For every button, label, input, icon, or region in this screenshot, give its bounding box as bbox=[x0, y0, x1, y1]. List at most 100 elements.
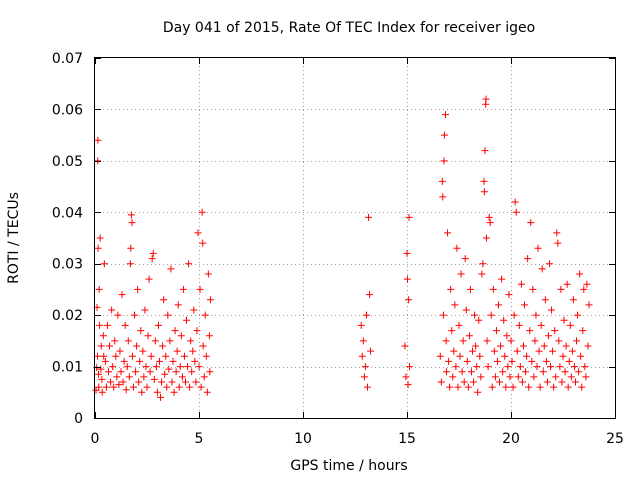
data-point bbox=[452, 363, 460, 371]
data-point bbox=[576, 270, 584, 278]
data-point bbox=[585, 301, 593, 309]
data-point bbox=[439, 193, 447, 201]
data-point bbox=[146, 368, 154, 376]
data-point bbox=[109, 363, 117, 371]
data-point bbox=[506, 373, 514, 381]
data-point bbox=[486, 219, 494, 227]
data-point bbox=[139, 347, 147, 355]
data-point bbox=[113, 373, 121, 381]
data-point bbox=[573, 337, 581, 345]
data-point bbox=[480, 188, 488, 196]
data-point bbox=[552, 373, 560, 381]
data-point bbox=[187, 337, 195, 345]
data-point bbox=[462, 306, 470, 314]
data-point bbox=[361, 363, 369, 371]
data-point bbox=[115, 381, 123, 389]
data-point bbox=[510, 311, 518, 319]
data-point bbox=[108, 306, 116, 314]
data-point bbox=[454, 383, 462, 391]
data-point bbox=[461, 255, 469, 263]
data-point bbox=[95, 285, 103, 293]
data-point bbox=[489, 285, 497, 293]
data-point bbox=[168, 378, 176, 386]
data-point bbox=[206, 368, 214, 376]
data-point bbox=[170, 388, 178, 396]
data-point bbox=[401, 342, 409, 350]
data-point bbox=[529, 285, 537, 293]
data-point bbox=[172, 368, 180, 376]
data-point bbox=[194, 229, 202, 237]
data-point bbox=[101, 357, 109, 365]
data-point bbox=[524, 255, 532, 263]
data-point bbox=[148, 255, 156, 263]
data-point bbox=[184, 363, 192, 371]
data-point bbox=[440, 131, 448, 139]
data-point bbox=[93, 352, 101, 360]
data-point bbox=[549, 347, 557, 355]
data-point bbox=[490, 347, 498, 355]
data-point bbox=[579, 327, 587, 335]
data-point bbox=[517, 280, 525, 288]
data-point bbox=[526, 327, 534, 335]
data-point bbox=[487, 311, 495, 319]
data-point bbox=[458, 368, 466, 376]
data-point bbox=[404, 381, 412, 389]
data-point bbox=[98, 375, 106, 383]
data-point bbox=[514, 373, 522, 381]
data-point bbox=[568, 347, 576, 355]
data-point bbox=[559, 352, 567, 360]
data-points bbox=[92, 95, 593, 401]
data-point bbox=[455, 321, 463, 329]
data-point bbox=[144, 332, 152, 340]
data-point bbox=[138, 388, 146, 396]
data-point bbox=[158, 378, 166, 386]
data-point bbox=[472, 342, 480, 350]
y-tick-label: 0.04 bbox=[52, 205, 83, 221]
data-point bbox=[163, 383, 171, 391]
x-tick-label: 10 bbox=[294, 431, 312, 447]
data-point bbox=[556, 363, 564, 371]
data-point bbox=[477, 373, 485, 381]
data-point bbox=[554, 239, 562, 247]
data-point bbox=[362, 311, 370, 319]
data-point bbox=[574, 311, 582, 319]
data-point bbox=[94, 157, 102, 165]
data-point bbox=[98, 388, 106, 396]
data-point bbox=[476, 352, 484, 360]
data-point bbox=[186, 383, 194, 391]
data-point bbox=[541, 296, 549, 304]
data-point bbox=[509, 383, 517, 391]
data-point bbox=[181, 378, 189, 386]
data-point bbox=[446, 383, 454, 391]
data-point bbox=[135, 378, 143, 386]
data-point bbox=[180, 352, 188, 360]
data-point bbox=[169, 357, 177, 365]
data-point bbox=[542, 357, 550, 365]
data-point bbox=[205, 332, 213, 340]
x-tick-label: 15 bbox=[398, 431, 416, 447]
data-point bbox=[539, 368, 547, 376]
data-point bbox=[459, 337, 467, 345]
data-point bbox=[485, 213, 493, 221]
data-point bbox=[445, 357, 453, 365]
y-tick-label: 0.07 bbox=[52, 51, 83, 67]
data-point bbox=[447, 285, 455, 293]
data-point bbox=[402, 373, 410, 381]
data-point bbox=[492, 327, 500, 335]
data-point bbox=[451, 301, 459, 309]
data-point bbox=[436, 352, 444, 360]
data-point bbox=[131, 311, 139, 319]
data-point bbox=[578, 383, 586, 391]
data-point bbox=[569, 296, 577, 304]
data-point bbox=[204, 270, 212, 278]
data-point bbox=[471, 311, 479, 319]
data-point bbox=[405, 363, 413, 371]
data-point bbox=[112, 352, 120, 360]
data-point bbox=[501, 352, 509, 360]
data-point bbox=[405, 213, 413, 221]
data-point bbox=[567, 373, 575, 381]
data-point bbox=[518, 378, 526, 386]
data-point bbox=[478, 270, 486, 278]
data-point bbox=[577, 352, 585, 360]
